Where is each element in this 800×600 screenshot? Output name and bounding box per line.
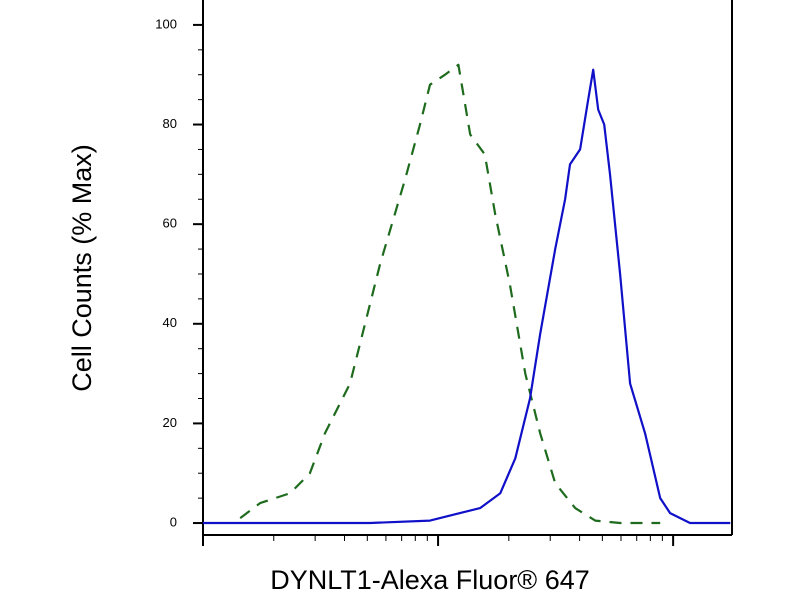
- y-tick-label: 100: [155, 16, 177, 31]
- histogram-line: [239, 63, 661, 525]
- y-tick-label: 80: [163, 116, 177, 131]
- y-tick-label: 40: [163, 315, 177, 330]
- y-tick-label: 0: [170, 514, 177, 529]
- y-axis-label: Cell Counts (% Max): [67, 144, 97, 392]
- y-tick-label: 60: [163, 216, 177, 231]
- x-axis-label: DYNLT1-Alexa Fluor® 647: [270, 565, 590, 595]
- y-tick-label: 20: [163, 415, 177, 430]
- histogram-line: [203, 68, 731, 525]
